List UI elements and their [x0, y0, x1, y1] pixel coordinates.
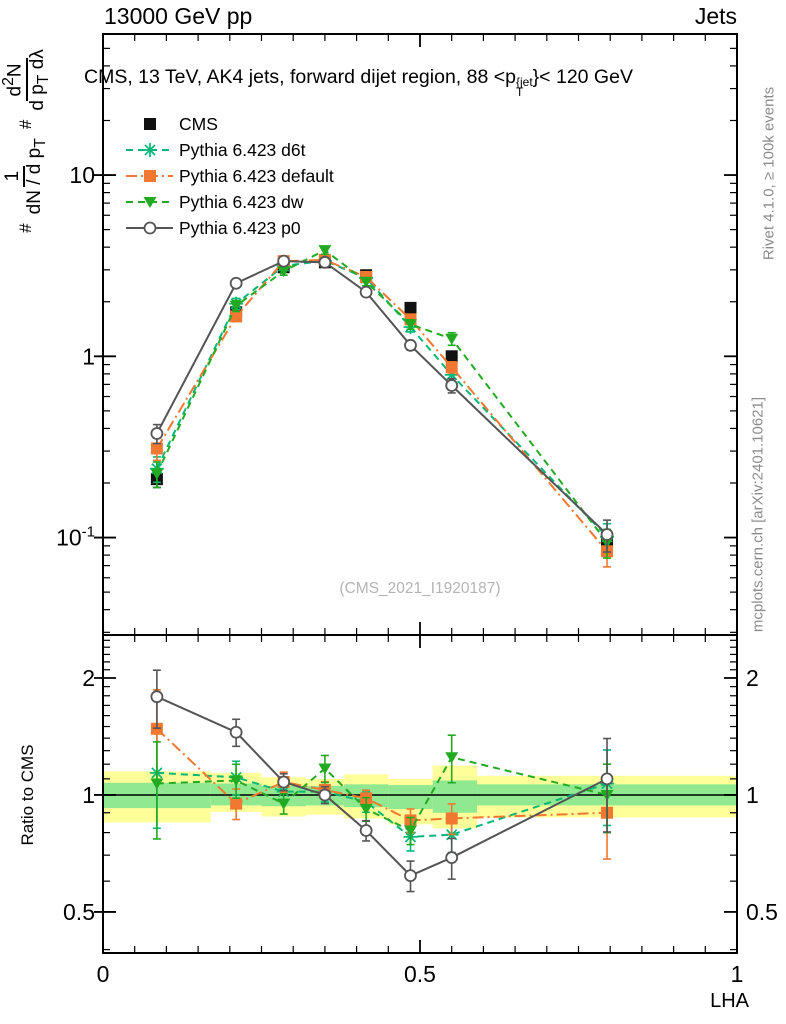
y-tick-label: 10	[69, 162, 95, 188]
legend-label-pythia-dw: Pythia 6.423 dw	[179, 192, 304, 212]
beam-energy-header: 13000 GeV pp	[104, 3, 253, 29]
marker-legend-d6t	[144, 144, 156, 156]
marker-p0	[318, 788, 332, 802]
plot-title: CMS, 13 TeV, AK4 jets, forward dijet reg…	[84, 66, 633, 99]
marker-default	[150, 442, 163, 455]
x-axis-label: LHA	[710, 990, 749, 1012]
plot-title-tail: }< 120 GeV	[532, 66, 633, 88]
y-tick-label: 10-1	[56, 524, 95, 551]
marker-legend-default	[144, 170, 156, 182]
marker-dw	[445, 333, 459, 345]
marker-cms	[404, 301, 417, 314]
x-tick-label: 0	[97, 961, 110, 987]
series-line-dw	[156, 756, 608, 832]
marker-dw	[150, 778, 164, 790]
legend-label-cms: CMS	[179, 114, 218, 134]
series-line-default	[156, 258, 608, 552]
marker-p0	[404, 869, 417, 883]
x-tick-label: 0.5	[404, 961, 436, 987]
marker-dw	[318, 245, 332, 257]
rivet-version-credit: Rivet 4.1.0, ≥ 100k events	[760, 86, 778, 261]
uncertainty-band-green	[432, 780, 478, 813]
series-line-p0	[156, 260, 608, 536]
marker-p0	[150, 690, 164, 704]
marker-p0	[359, 285, 373, 299]
series-line-p0	[156, 695, 608, 877]
series-line-dw	[155, 249, 608, 544]
marker-default	[445, 361, 458, 374]
marker-dw	[359, 804, 373, 816]
marker-p0	[150, 427, 164, 440]
marker-p0	[445, 379, 459, 392]
ylabel-fraction-1: 1 dN / d pT	[1, 138, 50, 215]
analysis-id-watermark: (CMS_2021_I1920187)	[339, 580, 501, 597]
observable-group-header: Jets	[694, 3, 737, 29]
mcplots-credit: mcplots.cern.ch [arXiv:2401.10621]	[749, 396, 767, 633]
y-tick-label: 1	[82, 782, 95, 808]
marker-default	[230, 797, 243, 810]
marker-p0	[359, 824, 373, 837]
marker-p0	[229, 725, 243, 739]
marker-default	[445, 812, 458, 825]
pt-jet-supsub: {jet T	[515, 75, 533, 99]
marker-dw	[359, 276, 373, 288]
marker-p0	[229, 276, 243, 290]
y-tick-label: 2	[746, 665, 759, 691]
marker-dw	[403, 319, 417, 331]
y-tick-label: 1	[82, 343, 95, 369]
marker-p0	[445, 851, 459, 864]
ylabel-hash-1: #	[16, 223, 35, 233]
marker-dw	[229, 300, 243, 312]
y-axis-label: # 1 dN / d pT # d2N d pT dλ	[0, 0, 54, 300]
legend-label-pythia-p0: Pythia 6.423 p0	[179, 218, 301, 238]
marker-dw	[150, 468, 164, 480]
marker-p0	[600, 528, 614, 541]
marker-cms	[445, 350, 458, 363]
uncertainty-band-green	[388, 785, 433, 810]
marker-dw	[229, 775, 243, 787]
marker-p0	[404, 338, 417, 352]
ylabel-hash-2: #	[16, 119, 35, 130]
marker-dw	[318, 763, 332, 775]
marker-p0	[600, 772, 614, 786]
marker-dw	[445, 752, 459, 764]
marker-dw	[277, 798, 291, 810]
series-line-d6t	[155, 259, 608, 538]
ratio-y-axis-label: Ratio to CMS	[18, 744, 37, 846]
y-tick-label: 0.5	[746, 899, 778, 925]
marker-default	[230, 310, 243, 323]
marker-p0	[277, 775, 291, 789]
marker-p0	[318, 255, 332, 269]
marker-legend-cms	[144, 118, 156, 130]
y-tick-label: 2	[82, 665, 95, 691]
marker-p0	[277, 254, 291, 268]
marker-dw	[403, 825, 417, 837]
pt-jet-sub: T	[515, 85, 524, 99]
x-tick-label: 1	[731, 961, 744, 987]
ylabel-fraction-2: d2N d pT dλ	[0, 49, 52, 111]
y-tick-label: 1	[746, 782, 759, 808]
legend-label-pythia-d6t: Pythia 6.423 d6t	[179, 140, 306, 160]
marker-legend-dw	[143, 197, 157, 208]
marker-dw	[277, 266, 291, 278]
marker-legend-p0	[143, 221, 157, 235]
y-tick-label: 0.5	[63, 899, 95, 925]
legend-label-pythia-default: Pythia 6.423 default	[179, 166, 334, 186]
pt-jet-sup: {jet	[515, 75, 533, 89]
plot-title-text: CMS, 13 TeV, AK4 jets, forward dijet reg…	[84, 66, 516, 88]
